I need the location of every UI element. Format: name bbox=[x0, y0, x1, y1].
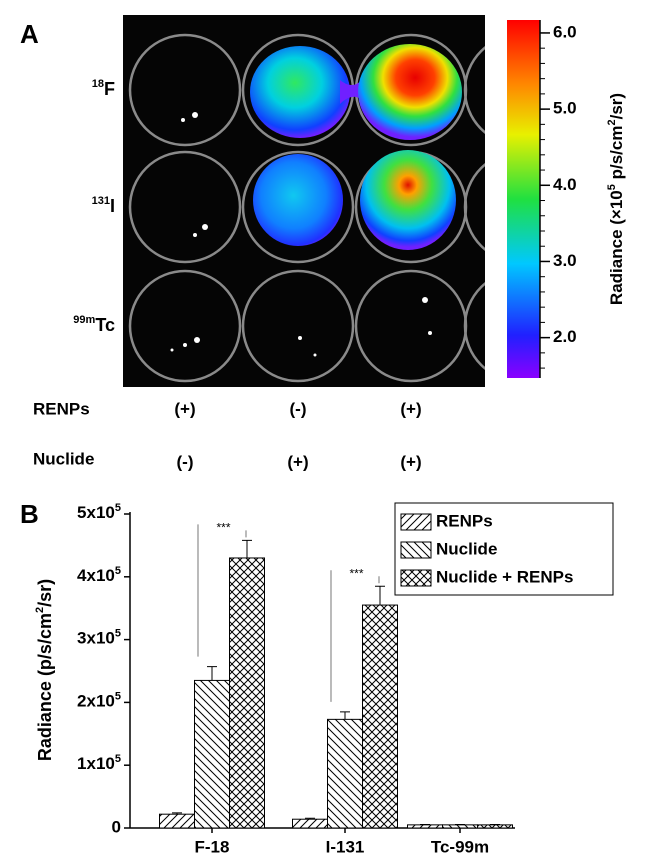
legend-label: RENPs bbox=[436, 511, 493, 530]
colorbar-tick-label: 2.0 bbox=[553, 327, 577, 346]
y-tick-label: 0 bbox=[112, 817, 121, 836]
condition-value: (+) bbox=[174, 399, 195, 418]
panel-label: B bbox=[20, 499, 39, 529]
y-tick-label-sup: 5 bbox=[115, 565, 121, 577]
colorbar-label-part: /sr) bbox=[607, 93, 626, 119]
error-bar bbox=[340, 711, 350, 720]
legend-swatch bbox=[400, 513, 432, 531]
y-tick-label: 1x105 bbox=[77, 753, 121, 774]
bar bbox=[442, 824, 478, 829]
y-axis-label-part: Radiance (p/s/cm bbox=[35, 613, 55, 761]
bar bbox=[477, 824, 513, 829]
y-tick-label-part: 2x10 bbox=[77, 692, 115, 711]
row-label-sup: 131 bbox=[92, 195, 110, 207]
row-label-part: I bbox=[110, 196, 115, 216]
x-tick-label: Tc-99m bbox=[431, 837, 489, 856]
panel-label: A bbox=[20, 19, 39, 49]
significance-bracket bbox=[330, 570, 380, 702]
y-tick-label-part: 3x10 bbox=[77, 629, 115, 648]
colorbar-tick-label: 3.0 bbox=[553, 251, 577, 270]
condition-value: (+) bbox=[287, 452, 308, 471]
x-tick-label: F-18 bbox=[195, 837, 230, 856]
y-tick-label: 2x105 bbox=[77, 690, 121, 711]
row-label: 131I bbox=[92, 195, 115, 216]
y-tick-label-sup: 5 bbox=[115, 628, 121, 640]
significance-bracket bbox=[197, 524, 247, 657]
bar bbox=[229, 557, 265, 829]
y-axis-label-part: /sr) bbox=[35, 579, 55, 607]
error-bar bbox=[242, 539, 252, 558]
colorbar-tick-label: 5.0 bbox=[553, 99, 577, 118]
error-bar bbox=[305, 817, 315, 820]
row-label-sup: 99m bbox=[73, 314, 95, 326]
condition-value: (+) bbox=[400, 452, 421, 471]
plate-image bbox=[123, 15, 485, 387]
error-bar bbox=[207, 666, 217, 681]
y-tick-label: 5x105 bbox=[77, 502, 121, 523]
colorbar-label: Radiance (×105 p/s/cm2/sr) bbox=[606, 93, 627, 305]
error-bar bbox=[375, 585, 385, 606]
y-tick-label-sup: 5 bbox=[115, 502, 121, 514]
colorbar-label-sup: 5 bbox=[606, 184, 618, 190]
colorbar-tick-label: 6.0 bbox=[553, 22, 577, 41]
legend-label: Nuclide bbox=[436, 539, 497, 558]
significance-label: *** bbox=[349, 566, 363, 580]
condition-name: Nuclide bbox=[33, 449, 94, 468]
y-tick-label-part: 5x10 bbox=[77, 503, 115, 522]
x-tick-label: I-131 bbox=[326, 837, 365, 856]
row-label: 99mTc bbox=[73, 314, 115, 335]
colorbar-tick-label: 4.0 bbox=[553, 175, 577, 194]
condition-value: (+) bbox=[400, 399, 421, 418]
y-tick-label-sup: 5 bbox=[115, 753, 121, 765]
row-label: 18F bbox=[92, 78, 115, 99]
y-axis-label: Radiance (p/s/cm2/sr) bbox=[34, 579, 55, 761]
row-label-part: F bbox=[104, 79, 115, 99]
y-tick-label-part: 1x10 bbox=[77, 755, 115, 774]
colorbar bbox=[507, 20, 540, 378]
bar bbox=[407, 824, 443, 829]
bar bbox=[292, 818, 328, 829]
row-label-sup: 18 bbox=[92, 78, 104, 90]
legend-label: Nuclide + RENPs bbox=[436, 567, 573, 586]
y-tick-label: 3x105 bbox=[77, 628, 121, 649]
y-tick-label: 4x105 bbox=[77, 565, 121, 586]
colorbar-label-part: p/s/cm bbox=[607, 126, 626, 185]
bar bbox=[362, 604, 398, 829]
colorbar-label-sup: 2 bbox=[606, 119, 618, 125]
legend-swatch bbox=[400, 541, 432, 559]
legend-swatch bbox=[400, 569, 432, 587]
colorbar-label-part: Radiance (×10 bbox=[607, 190, 626, 305]
y-tick-label-sup: 5 bbox=[115, 690, 121, 702]
error-bar bbox=[172, 812, 182, 815]
y-axis-label-sup: 2 bbox=[34, 607, 46, 613]
condition-value: (-) bbox=[290, 399, 307, 418]
bar bbox=[194, 679, 230, 829]
bar bbox=[159, 813, 195, 829]
condition-name: RENPs bbox=[33, 399, 90, 418]
condition-value: (-) bbox=[177, 452, 194, 471]
y-tick-label-part: 4x10 bbox=[77, 566, 115, 585]
significance-label: *** bbox=[216, 521, 230, 535]
row-label-part: Tc bbox=[95, 315, 115, 335]
bar bbox=[327, 718, 363, 829]
